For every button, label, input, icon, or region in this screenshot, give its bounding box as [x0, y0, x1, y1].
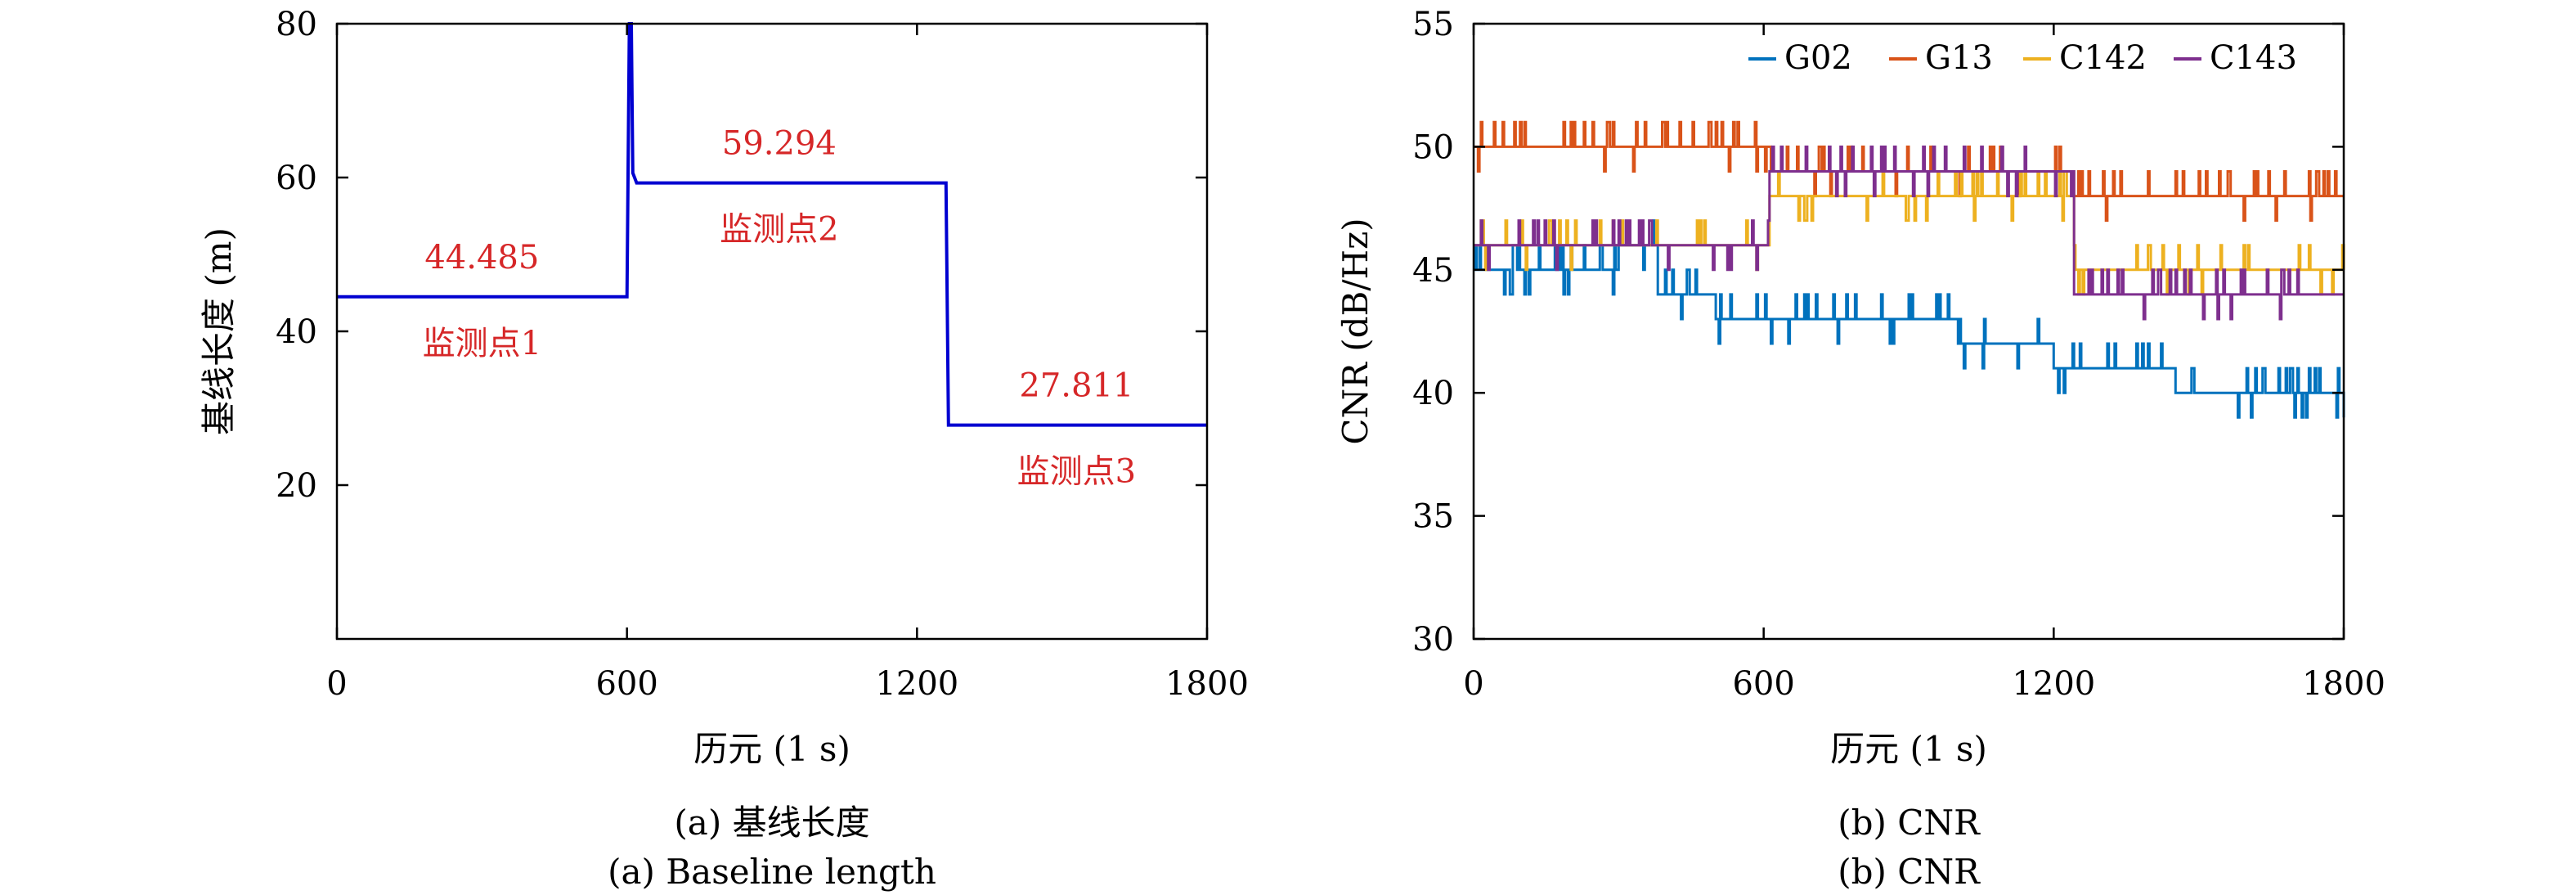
series-line-c143	[1474, 145, 2344, 321]
x-tick-label: 0	[326, 665, 347, 703]
y-tick-label: 50	[1412, 128, 1454, 166]
annotation-label: 监测点3	[1017, 453, 1136, 491]
caption-line-1: (b) CNR	[1838, 803, 1981, 843]
legend: G02 G13 C142 C143	[1748, 39, 2297, 77]
y-tick-label: 35	[1412, 498, 1454, 536]
x-tick-label: 600	[1732, 665, 1794, 703]
y-tick-label: 20	[276, 467, 317, 505]
y-tick-label: 40	[1412, 375, 1454, 412]
x-tick-label: 1800	[1165, 665, 1249, 703]
x-tick-label: 0	[1463, 665, 1483, 703]
panel-baseline-length: 44.485 监测点1 59.294 监测点2 27.811 监测点3 0 600 1200 1…	[199, 6, 1249, 892]
legend-label-c143: C143	[2210, 39, 2297, 77]
x-axis-label: 历元 (1 s)	[1830, 729, 1987, 769]
caption-line-2: (b) CNR	[1838, 852, 1981, 892]
legend-label-g02: G02	[1784, 39, 1852, 77]
x-tick-label: 1200	[2012, 665, 2095, 703]
annotation-label: 监测点1	[423, 325, 541, 362]
caption-english: (a) Baseline length	[608, 852, 936, 892]
y-tick-label: 55	[1412, 6, 1454, 43]
y-tick-label: 30	[1412, 621, 1454, 659]
annotation-value: 44.485	[424, 239, 539, 277]
y-tick-label: 60	[276, 160, 317, 197]
legend-label-c142: C142	[2059, 39, 2147, 77]
y-axis-ticks: 20 40 60 80	[276, 6, 1207, 505]
baseline-series-layer	[337, 22, 1207, 427]
y-tick-label: 80	[276, 6, 317, 43]
x-axis-ticks: 0 600 1200 1800	[1463, 24, 2385, 703]
cnr-series-layer	[1474, 120, 2345, 419]
legend-label-g13: G13	[1925, 39, 1993, 77]
annotation-label: 监测点2	[720, 211, 838, 249]
panel-cnr: 0 600 1200 1800 30 35 40 45 50 55 G02 G13 C142 C143…	[1335, 6, 2385, 892]
x-tick-label: 1800	[2302, 665, 2385, 703]
y-axis-label: 基线长度 (m)	[199, 227, 239, 435]
annotation-value: 27.811	[1019, 367, 1133, 405]
x-tick-label: 1200	[875, 665, 958, 703]
x-axis-label: 历元 (1 s)	[693, 729, 850, 769]
y-axis-label: CNR (dB/Hz)	[1335, 218, 1376, 444]
y-axis-ticks: 30 35 40 45 50 55	[1412, 6, 2344, 659]
plot-frame	[1472, 22, 2345, 641]
series-line-g02	[1474, 219, 2345, 419]
annotation-layer: 44.485 监测点1 59.294 监测点2 27.811 监测点3	[423, 125, 1137, 491]
caption-chinese: (a) 基线长度	[674, 803, 869, 843]
baseline-line	[337, 22, 1207, 427]
series-line-c142	[1474, 170, 2345, 296]
x-axis-ticks: 0 600 1200 1800	[326, 24, 1249, 703]
annotation-value: 59.294	[722, 125, 837, 163]
x-tick-label: 600	[595, 665, 657, 703]
y-tick-label: 40	[276, 313, 317, 351]
y-tick-label: 45	[1412, 252, 1454, 290]
